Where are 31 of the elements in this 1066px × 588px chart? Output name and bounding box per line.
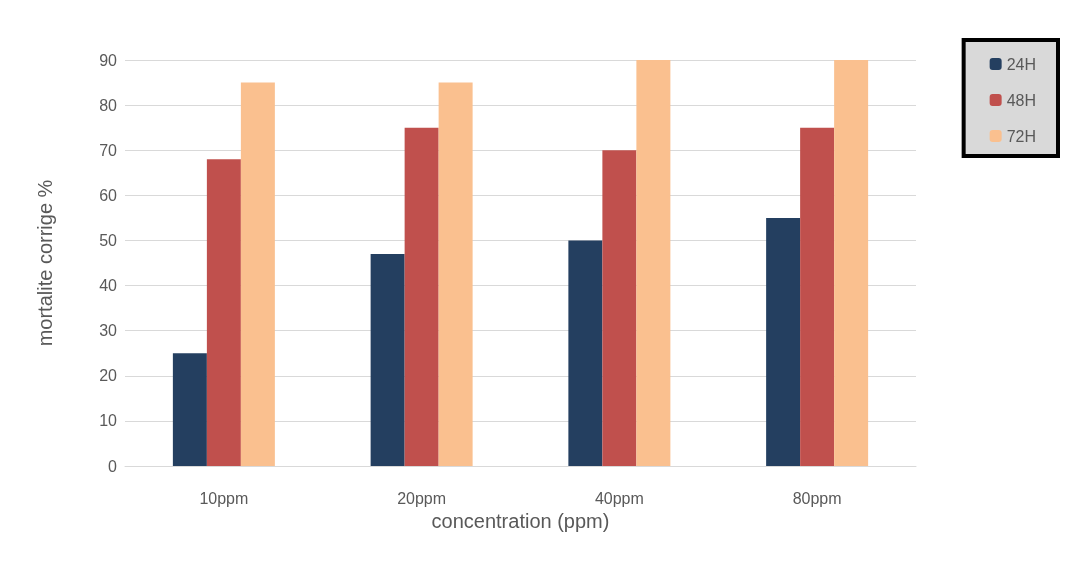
bar [206, 159, 241, 466]
y-tick-label: 30 [99, 322, 118, 340]
bar [240, 82, 275, 466]
bar [800, 127, 835, 466]
bar [370, 253, 405, 466]
y-tick-label: 40 [99, 277, 118, 295]
y-tick-label: 10 [99, 412, 118, 430]
y-tick-label: 20 [99, 367, 118, 385]
bar [636, 60, 671, 466]
bar [568, 240, 603, 466]
x-tick-label: 40ppm [594, 489, 644, 507]
y-tick-label: 80 [99, 96, 118, 114]
bar [404, 127, 439, 466]
bar [602, 150, 637, 466]
y-tick-label: 90 [99, 51, 118, 69]
x-axis-title: concentration (ppm) [431, 509, 610, 532]
legend-label: 72H [1006, 127, 1037, 145]
bar [172, 353, 207, 466]
x-tick-label: 20ppm [397, 489, 447, 507]
bar [766, 217, 801, 466]
y-tick-label: 60 [99, 186, 118, 204]
legend-label: 48H [1006, 91, 1037, 109]
x-tick-label: 80ppm [792, 489, 842, 507]
x-tick-label: 10ppm [199, 489, 249, 507]
y-tick-label: 70 [99, 141, 118, 159]
y-axis-title: mortalite corrige % [34, 179, 56, 347]
bar [834, 60, 869, 466]
legend-label: 24H [1006, 55, 1037, 73]
bar [438, 82, 473, 466]
y-tick-label: 0 [108, 457, 118, 475]
y-tick-label: 50 [99, 231, 118, 249]
